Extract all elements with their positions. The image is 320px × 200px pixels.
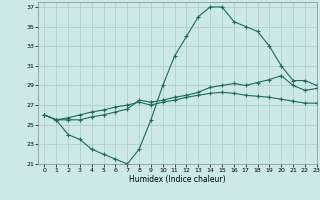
X-axis label: Humidex (Indice chaleur): Humidex (Indice chaleur) bbox=[129, 175, 226, 184]
